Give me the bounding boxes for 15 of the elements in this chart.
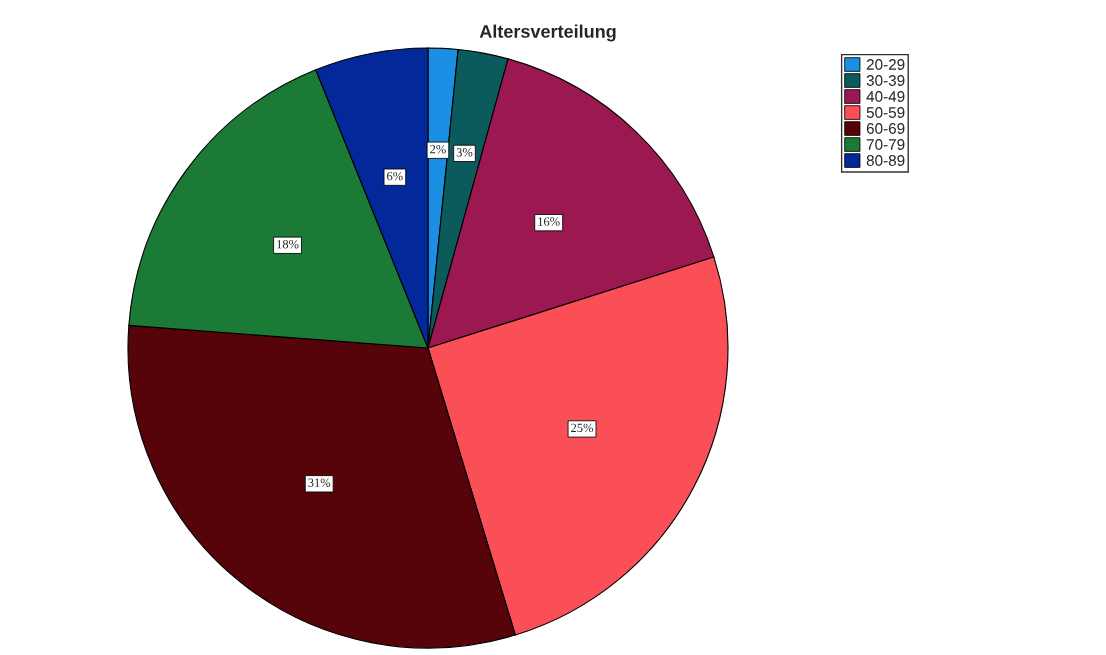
legend-label: 50-59	[866, 107, 905, 118]
data-label: 18%	[277, 239, 299, 249]
data-label: 6%	[387, 171, 403, 181]
data-label: 16%	[538, 217, 560, 226]
legend-label: 20-29	[866, 59, 905, 70]
legend-label: 80-89	[866, 155, 905, 166]
legend-label: 40-49	[866, 91, 905, 102]
legend-label: 30-39	[866, 75, 905, 86]
data-label: 31%	[308, 478, 331, 487]
data-label: 25%	[571, 423, 594, 433]
chart-title: Altersverteilung	[479, 24, 616, 42]
legend-label: 60-69	[866, 123, 905, 134]
data-label: 2%	[430, 144, 446, 154]
legend-label: 70-79	[866, 139, 905, 150]
data-label: 3%	[456, 148, 473, 157]
